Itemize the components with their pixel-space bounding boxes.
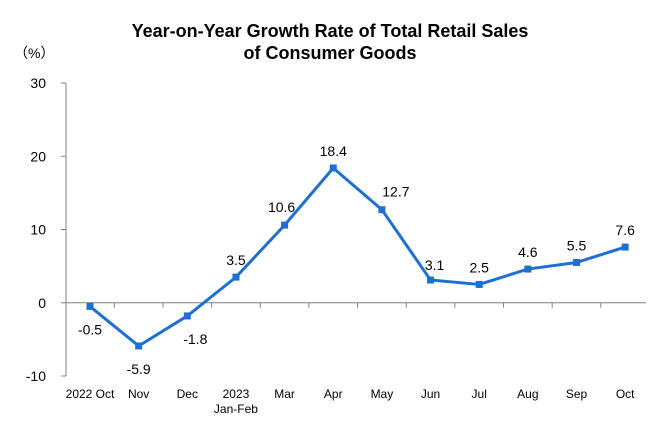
y-tick-label: 0 <box>38 295 46 311</box>
data-point-marker <box>524 265 532 273</box>
y-tick-label: 30 <box>30 75 46 91</box>
x-tick-label: Jan-Feb <box>214 402 258 416</box>
data-label: 4.6 <box>518 244 538 260</box>
series-line <box>89 166 626 348</box>
data-label: -1.8 <box>183 331 207 347</box>
x-tick-label: Jun <box>421 387 440 401</box>
x-tick-label: 2023 <box>223 387 250 401</box>
data-label: 18.4 <box>320 143 347 159</box>
data-point-marker <box>378 206 386 214</box>
data-label: 2.5 <box>469 259 489 275</box>
data-point-marker <box>573 258 580 266</box>
chart-title-line-2: of Consumer Goods <box>243 43 417 63</box>
x-tick-label: Aug <box>517 387 538 401</box>
x-tick-label: May <box>371 387 394 401</box>
data-point-marker <box>475 280 483 288</box>
data-point-marker <box>281 221 289 229</box>
x-tick-label: Nov <box>128 387 149 401</box>
data-label: 10.6 <box>268 199 295 215</box>
x-tick-label: Oct <box>616 387 635 401</box>
chart-title-line-1: Year-on-Year Growth Rate of Total Retail… <box>131 21 529 41</box>
data-point-marker <box>621 243 629 251</box>
y-tick-label: 20 <box>30 148 46 164</box>
y-axis-unit-label: （%） <box>14 45 55 61</box>
data-label: 3.5 <box>226 252 246 268</box>
data-label: -0.5 <box>78 321 102 337</box>
data-label: 7.6 <box>615 222 635 238</box>
data-label: 5.5 <box>567 237 587 253</box>
data-point-marker <box>329 164 337 172</box>
data-label: 3.1 <box>425 257 445 273</box>
y-tick-label: 10 <box>30 222 46 238</box>
x-tick-label: Dec <box>177 387 198 401</box>
data-point-marker <box>135 342 143 350</box>
data-point-marker <box>232 273 240 281</box>
x-tick-label: 2022 Oct <box>66 387 115 401</box>
data-point-marker <box>86 302 94 310</box>
data-point-marker <box>183 312 191 320</box>
x-tick-label: Jul <box>472 387 487 401</box>
data-point-marker <box>427 276 435 284</box>
x-tick-label: Mar <box>274 387 295 401</box>
x-tick-label: Apr <box>324 387 343 401</box>
x-tick-label: Sep <box>566 387 588 401</box>
data-label: 12.7 <box>382 184 409 200</box>
data-label: -5.9 <box>127 361 151 377</box>
y-tick-label: -10 <box>26 368 46 384</box>
